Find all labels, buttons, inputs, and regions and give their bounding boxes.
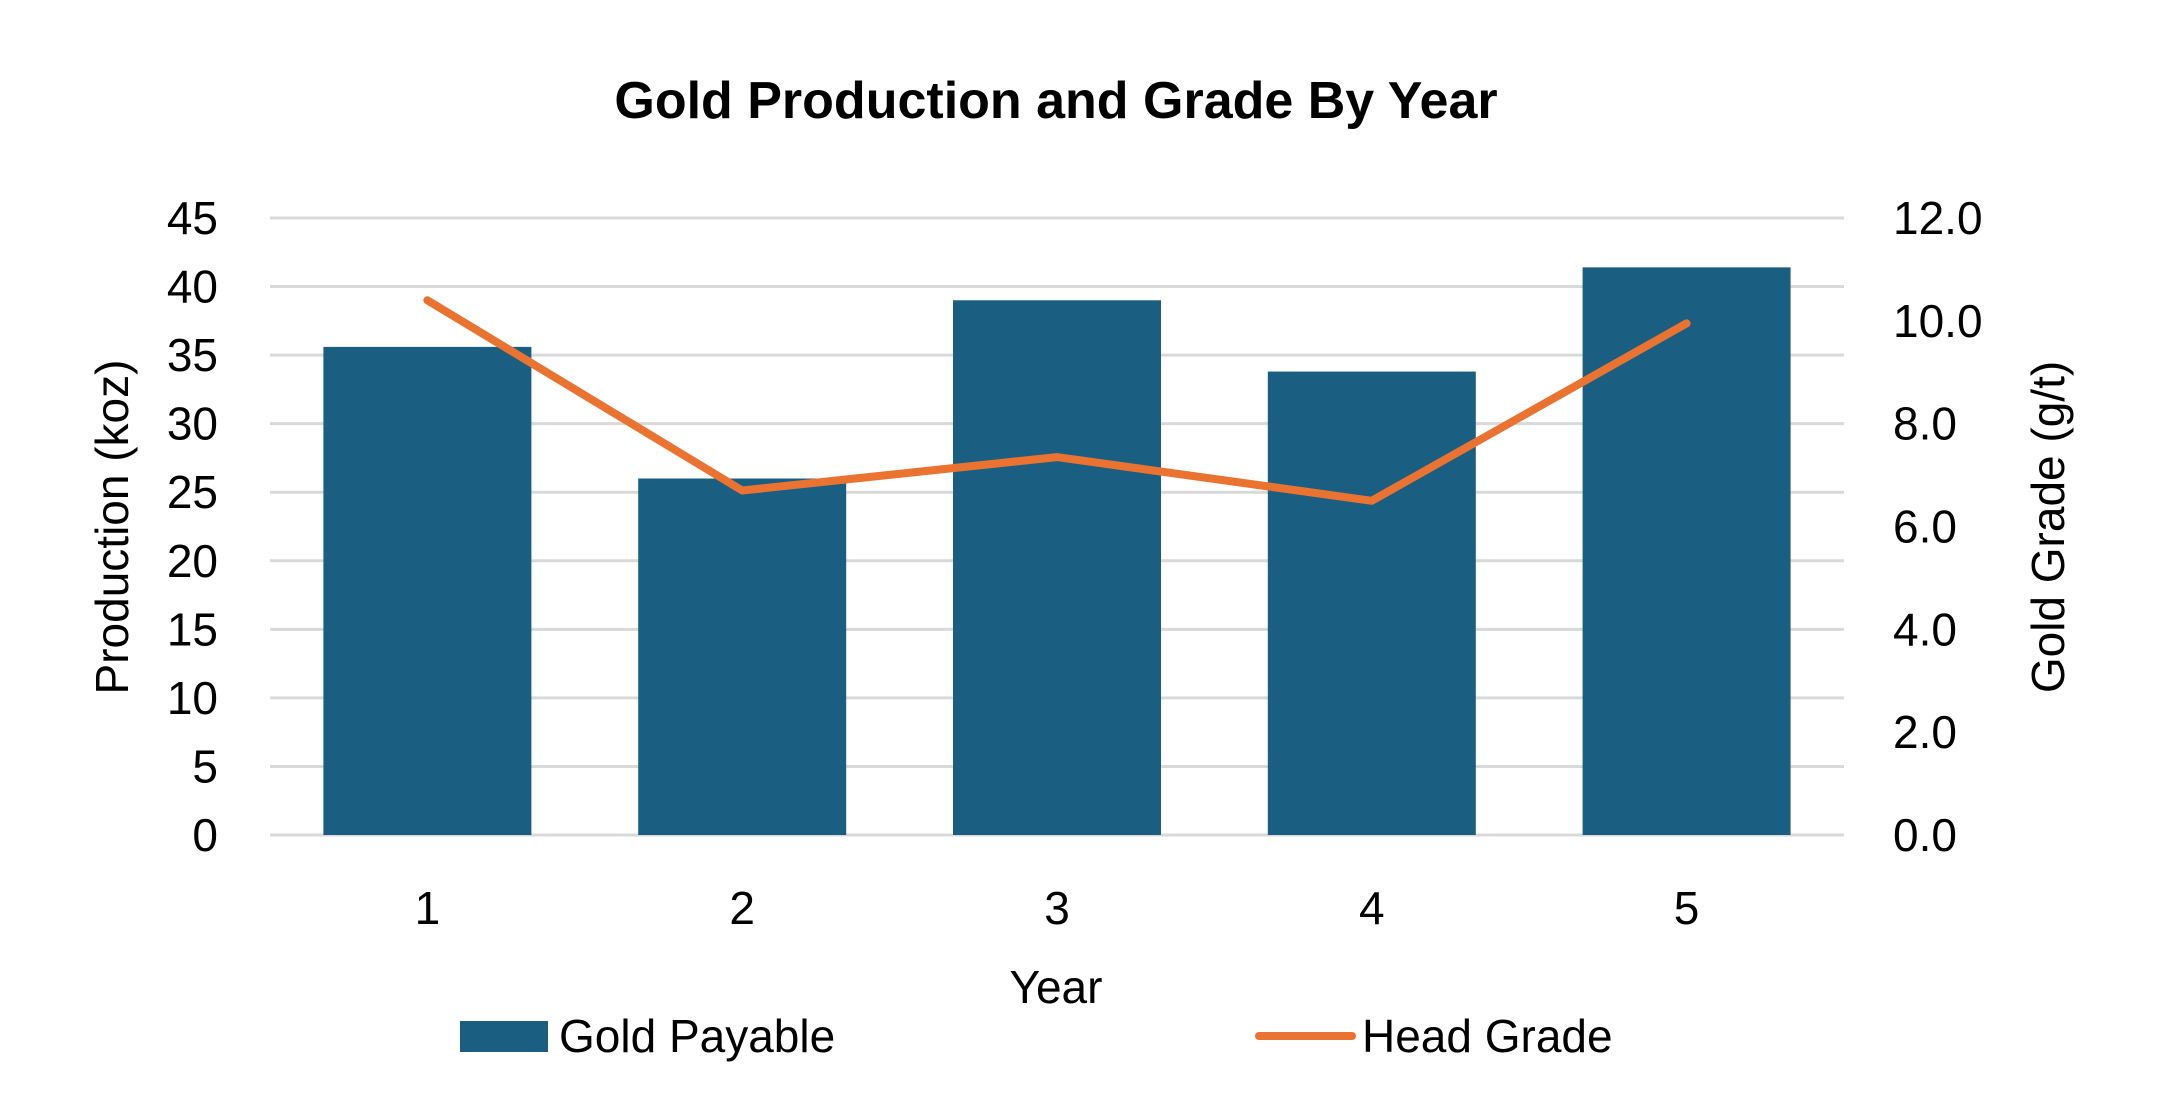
bar-gold-payable xyxy=(323,346,532,835)
y2-tick-label: 8.0 xyxy=(1893,398,1957,450)
y-tick-label: 25 xyxy=(167,466,218,518)
x-tick-label: 3 xyxy=(1044,882,1070,934)
legend-label-gold-payable: Gold Payable xyxy=(559,1010,835,1062)
x-axis-ticks: 1 2 3 4 5 xyxy=(415,882,1700,934)
y2-tick-label: 0.0 xyxy=(1893,809,1957,861)
x-tick-label: 1 xyxy=(415,882,441,934)
legend-swatch-gold-payable xyxy=(460,1021,548,1052)
chart-title: Gold Production and Grade By Year xyxy=(614,72,1497,130)
line-series xyxy=(423,296,1691,505)
y-tick-label: 45 xyxy=(167,192,218,244)
y-tick-label: 20 xyxy=(167,535,218,587)
y2-tick-label: 12.0 xyxy=(1893,192,1983,244)
y-tick-label: 5 xyxy=(192,740,218,792)
y-tick-label: 35 xyxy=(167,329,218,381)
x-axis-title: Year xyxy=(1010,961,1103,1013)
y-axis-ticks: 0 5 10 15 20 25 30 35 40 45 xyxy=(167,192,218,861)
y-tick-label: 10 xyxy=(167,672,218,724)
y-tick-label: 15 xyxy=(167,603,218,655)
x-tick-label: 4 xyxy=(1359,882,1385,934)
bar-gold-payable xyxy=(1267,371,1476,835)
line-head-grade xyxy=(423,296,1691,505)
bar-gold-payable xyxy=(953,300,1161,835)
y2-tick-label: 6.0 xyxy=(1893,501,1957,553)
bar-gold-payable xyxy=(1582,267,1791,835)
y2-tick-label: 2.0 xyxy=(1893,706,1957,758)
legend: Gold Payable Head Grade xyxy=(460,1010,1613,1062)
y2-axis-ticks: 0.0 2.0 4.0 6.0 8.0 10.0 12.0 xyxy=(1893,192,1983,861)
y-tick-label: 0 xyxy=(192,809,218,861)
bar-gold-payable xyxy=(638,478,847,835)
legend-label-head-grade: Head Grade xyxy=(1362,1010,1613,1062)
y2-axis-title: Gold Grade (g/t) xyxy=(2022,361,2074,693)
y2-tick-label: 4.0 xyxy=(1893,603,1957,655)
y2-tick-label: 10.0 xyxy=(1893,295,1983,347)
bars xyxy=(323,267,1791,835)
y-axis-title: Production (koz) xyxy=(86,360,138,695)
x-tick-label: 5 xyxy=(1674,882,1700,934)
y-tick-label: 30 xyxy=(167,398,218,450)
x-tick-label: 2 xyxy=(729,882,755,934)
y-tick-label: 40 xyxy=(167,261,218,313)
